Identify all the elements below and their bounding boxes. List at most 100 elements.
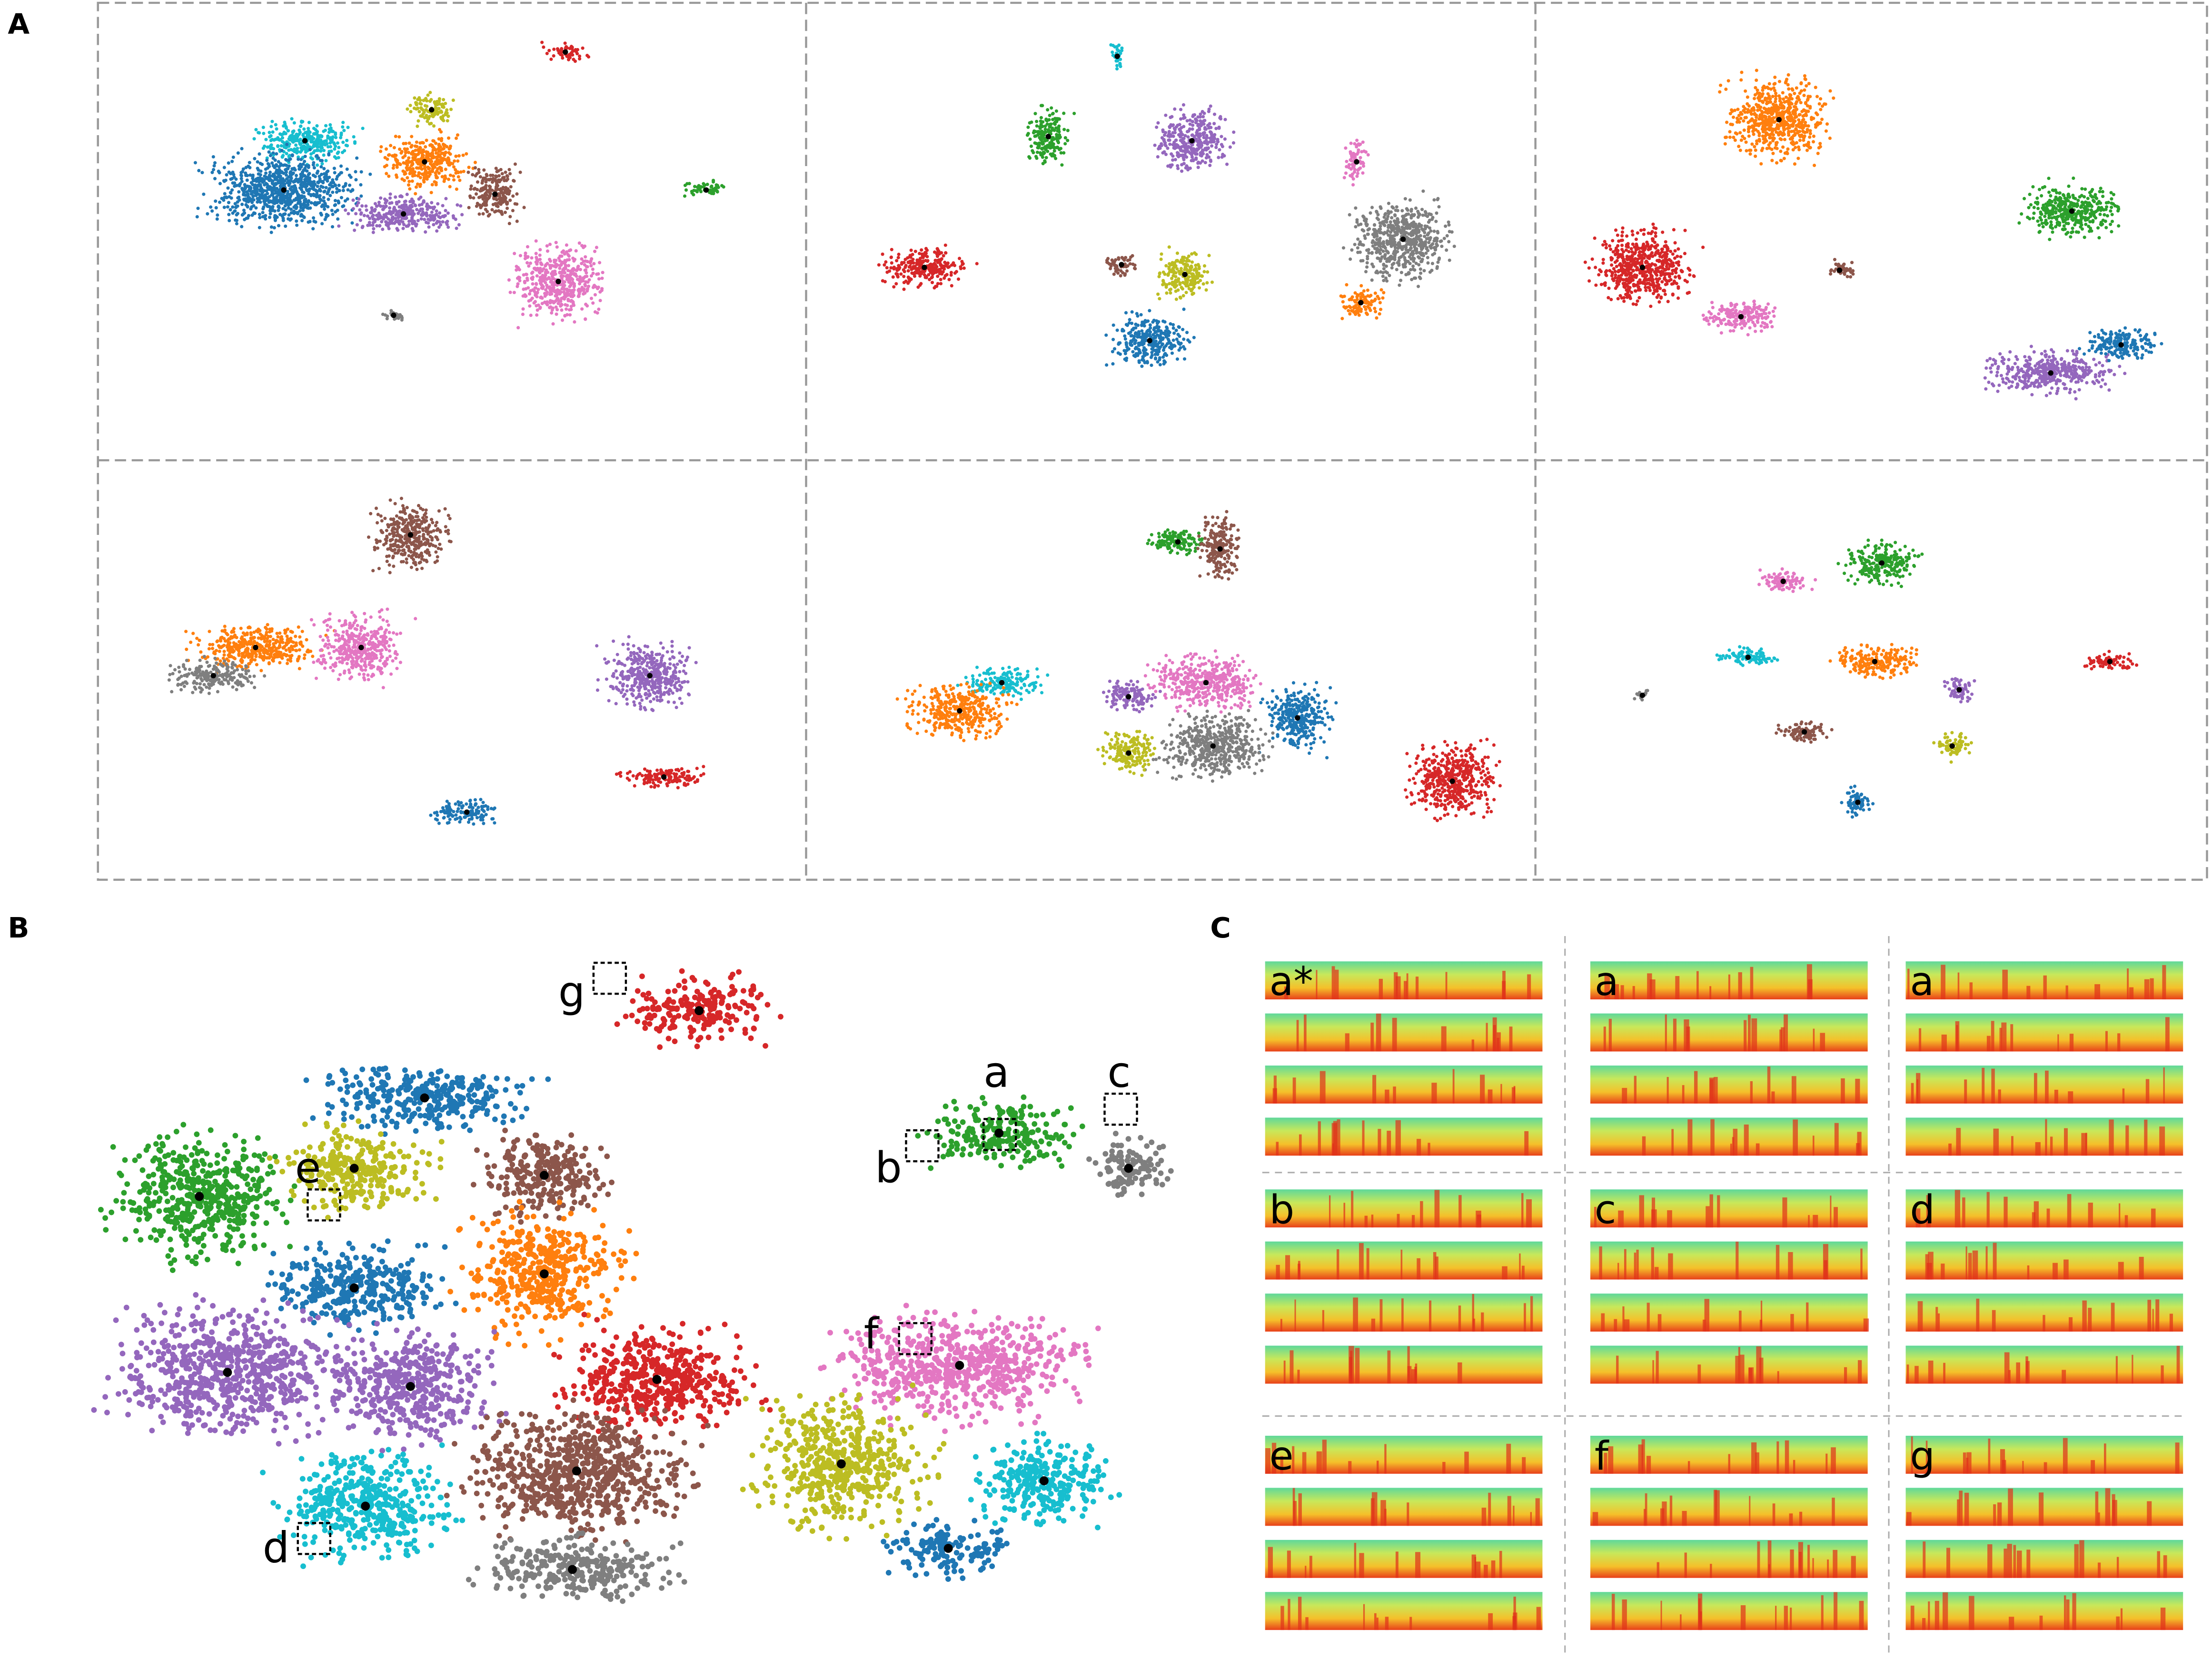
point xyxy=(1209,158,1212,162)
point xyxy=(1058,135,1061,138)
point xyxy=(1392,227,1396,231)
point xyxy=(1182,307,1186,311)
point xyxy=(273,209,277,213)
point xyxy=(562,249,565,253)
point xyxy=(1026,125,1030,129)
point xyxy=(1191,158,1195,162)
point xyxy=(1128,262,1132,266)
point xyxy=(290,117,294,121)
point xyxy=(1379,252,1382,256)
point xyxy=(413,96,417,100)
point xyxy=(1160,252,1163,256)
point xyxy=(497,174,501,178)
point xyxy=(403,147,407,151)
point xyxy=(206,212,209,216)
point xyxy=(1132,266,1137,270)
point xyxy=(1432,229,1436,233)
point xyxy=(359,194,363,198)
point xyxy=(330,208,334,212)
point xyxy=(400,150,404,154)
point xyxy=(412,106,416,110)
point xyxy=(230,177,234,180)
point xyxy=(1170,152,1173,156)
point xyxy=(342,185,346,189)
point xyxy=(545,268,548,272)
point xyxy=(518,254,522,257)
point xyxy=(273,158,277,162)
point xyxy=(424,173,428,177)
point xyxy=(475,204,478,208)
point xyxy=(1198,127,1201,130)
point xyxy=(241,167,245,171)
point xyxy=(600,288,604,292)
point xyxy=(387,153,391,157)
point xyxy=(326,136,330,140)
point xyxy=(444,101,447,105)
point xyxy=(252,137,256,141)
point xyxy=(240,179,244,183)
point xyxy=(231,205,235,209)
point xyxy=(1206,270,1210,274)
point xyxy=(1158,272,1161,276)
point xyxy=(952,264,957,267)
point xyxy=(913,270,917,274)
point xyxy=(544,264,547,268)
point xyxy=(410,144,414,148)
point xyxy=(1136,354,1140,357)
point xyxy=(1158,297,1161,301)
point xyxy=(549,57,553,61)
cluster xyxy=(877,243,979,291)
point xyxy=(1169,322,1172,326)
point xyxy=(360,226,364,229)
point xyxy=(913,249,917,253)
point xyxy=(1419,240,1423,244)
point xyxy=(516,276,519,280)
point xyxy=(281,207,285,210)
point xyxy=(534,252,538,256)
point xyxy=(1121,327,1124,331)
centroid xyxy=(1119,262,1124,267)
point xyxy=(346,126,350,129)
point xyxy=(472,196,476,200)
point xyxy=(1130,321,1134,325)
point xyxy=(571,49,575,53)
point xyxy=(384,204,388,208)
point xyxy=(1428,226,1432,230)
point xyxy=(1359,295,1363,299)
point xyxy=(1185,130,1190,134)
point xyxy=(494,174,498,178)
point xyxy=(1039,153,1043,157)
point xyxy=(455,187,458,191)
point xyxy=(1433,246,1437,249)
point xyxy=(397,316,400,320)
point xyxy=(1117,257,1121,261)
point xyxy=(413,203,417,207)
point xyxy=(1208,150,1212,154)
point xyxy=(282,198,286,203)
point xyxy=(583,263,586,266)
point xyxy=(226,205,229,209)
cluster xyxy=(379,128,477,196)
point xyxy=(417,96,421,100)
point xyxy=(535,268,539,272)
point xyxy=(427,217,430,221)
point xyxy=(409,170,413,174)
point xyxy=(521,312,525,316)
point xyxy=(1179,266,1183,270)
point xyxy=(491,178,495,181)
point xyxy=(1032,131,1036,135)
point xyxy=(209,205,213,209)
point xyxy=(892,285,896,289)
point xyxy=(327,152,331,156)
point xyxy=(561,282,565,286)
point xyxy=(1370,262,1374,266)
point xyxy=(315,193,319,197)
point xyxy=(555,312,558,316)
point xyxy=(1168,142,1172,146)
point xyxy=(1400,209,1404,213)
point xyxy=(589,264,593,267)
point xyxy=(942,276,946,280)
point xyxy=(446,225,450,229)
point xyxy=(1170,343,1173,346)
point xyxy=(280,193,284,197)
